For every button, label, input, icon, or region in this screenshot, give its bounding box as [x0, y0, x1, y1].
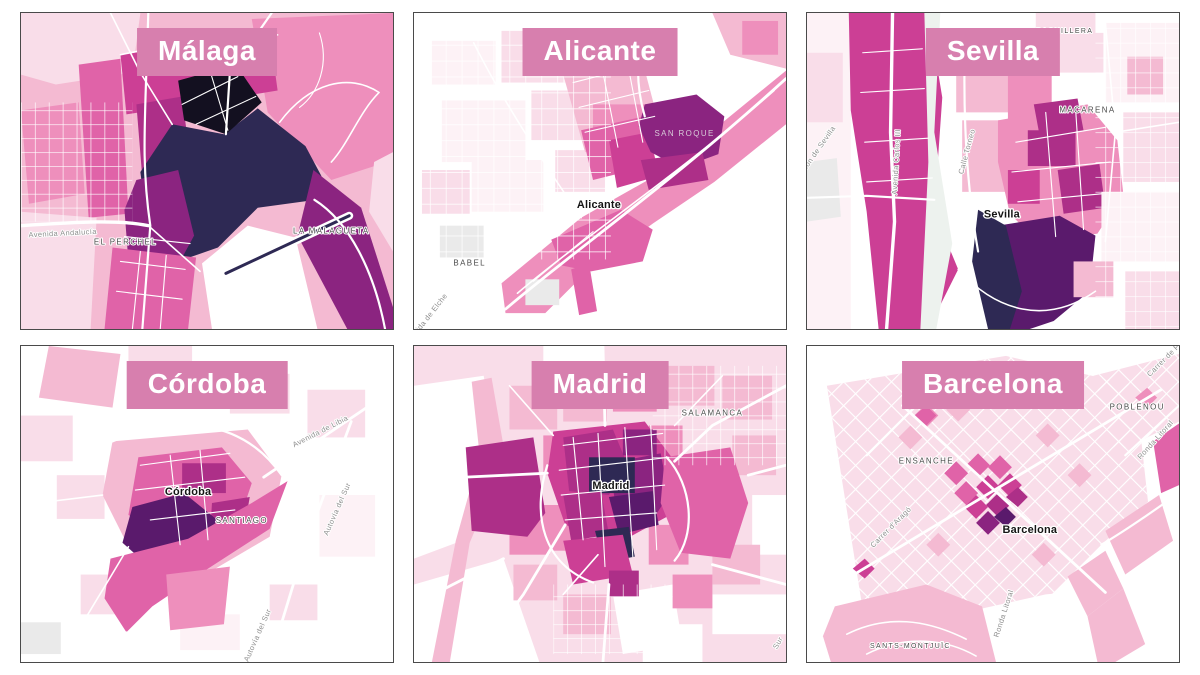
sevilla-map-canvas: LA BACHILLERA MACARENA Sevilla Avenida C… — [807, 13, 1179, 329]
river — [920, 13, 953, 329]
map-panel-alicante: SAN ROQUE Alicante BABEL Avenida de Elch… — [413, 12, 787, 330]
city-title: Córdoba — [147, 368, 267, 399]
road-label: Avenida Carlos III — [890, 129, 902, 195]
map-labels: SALAMANCA Madrid Sur — [591, 408, 786, 652]
city-label: Barcelona — [1002, 524, 1057, 536]
choropleth-regions — [807, 13, 1179, 329]
montjuic — [822, 584, 996, 662]
district-label: MACARENA — [1059, 105, 1115, 114]
port-breakwater — [1087, 588, 1146, 662]
district-label: SANTIAGO — [216, 516, 268, 525]
city-title: Alicante — [543, 35, 657, 66]
city-title: Málaga — [158, 35, 256, 66]
city-label: Madrid — [592, 480, 629, 492]
map-panel-cordoba: Córdoba SANTIAGO Avenida de Libia Autoví… — [20, 345, 394, 663]
city-title-banner: Málaga — [137, 28, 277, 76]
district-label: BABEL — [453, 258, 486, 267]
city-title: Barcelona — [923, 368, 1063, 399]
city-title-banner: Alicante — [522, 28, 678, 76]
district-label: SAN ROQUE — [654, 129, 714, 138]
map-grid: EL PERCHEL LA MALAGUETA Avenida Andalucí… — [20, 12, 1180, 663]
map-panel-barcelona: ENSANCHE POBLENOU Barcelona SANTS-MONTJU… — [806, 345, 1180, 663]
map-panel-malaga: EL PERCHEL LA MALAGUETA Avenida Andalucí… — [20, 12, 394, 330]
retiro-park — [660, 447, 749, 559]
port-pier — [1105, 495, 1174, 575]
city-label: Alicante — [577, 199, 621, 211]
district-label: POBLENOU — [1110, 403, 1165, 412]
city-title-banner: Madrid — [531, 361, 669, 409]
city-title-banner: Córdoba — [126, 361, 288, 409]
district-label: SANTS-MONTJUÏC — [870, 642, 951, 650]
district-label: ENSANCHE — [899, 456, 954, 465]
district-label: LA MALAGUETA — [293, 227, 370, 236]
map-labels: EL PERCHEL LA MALAGUETA Avenida Andalucí… — [27, 226, 370, 248]
city-title: Madrid — [552, 368, 648, 399]
city-title-banner: Barcelona — [902, 361, 1084, 409]
map-panel-madrid: SALAMANCA Madrid Sur Madrid — [413, 345, 787, 663]
roads — [21, 388, 393, 662]
roads — [21, 13, 387, 329]
city-title: Sevilla — [946, 35, 1040, 66]
map-panel-sevilla: LA BACHILLERA MACARENA Sevilla Avenida C… — [806, 12, 1180, 330]
roads — [829, 364, 1179, 662]
district-label: SALAMANCA — [682, 409, 744, 418]
sea — [202, 225, 318, 329]
district-label: EL PERCHEL — [94, 238, 157, 247]
city-label: Córdoba — [165, 486, 212, 498]
city-label: Sevilla — [984, 209, 1021, 221]
city-title-banner: Sevilla — [925, 28, 1061, 76]
